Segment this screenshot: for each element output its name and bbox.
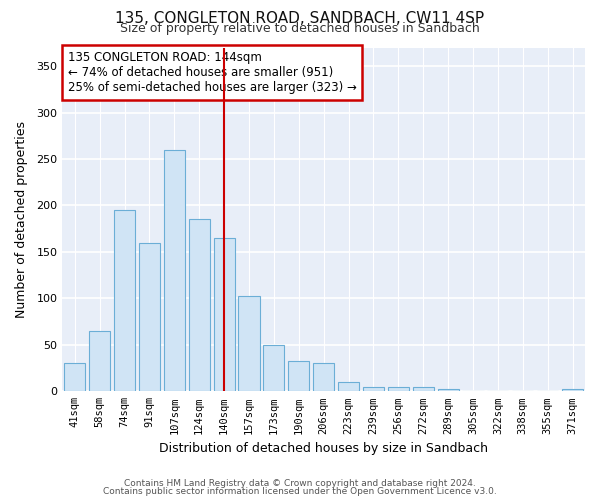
Text: Contains HM Land Registry data © Crown copyright and database right 2024.: Contains HM Land Registry data © Crown c…	[124, 478, 476, 488]
X-axis label: Distribution of detached houses by size in Sandbach: Distribution of detached houses by size …	[159, 442, 488, 455]
Text: 135 CONGLETON ROAD: 144sqm
← 74% of detached houses are smaller (951)
25% of sem: 135 CONGLETON ROAD: 144sqm ← 74% of deta…	[68, 51, 356, 94]
Bar	[363, 386, 384, 392]
Bar	[188, 220, 210, 392]
Bar	[139, 242, 160, 392]
Bar	[164, 150, 185, 392]
Bar	[437, 388, 458, 392]
Bar	[413, 386, 434, 392]
Bar	[214, 238, 235, 392]
Y-axis label: Number of detached properties: Number of detached properties	[15, 121, 28, 318]
Bar	[89, 331, 110, 392]
Bar	[388, 386, 409, 392]
Bar	[313, 364, 334, 392]
Text: Size of property relative to detached houses in Sandbach: Size of property relative to detached ho…	[120, 22, 480, 35]
Bar	[238, 296, 260, 392]
Bar	[64, 364, 85, 392]
Bar	[338, 382, 359, 392]
Bar	[114, 210, 135, 392]
Bar	[562, 388, 583, 392]
Text: 135, CONGLETON ROAD, SANDBACH, CW11 4SP: 135, CONGLETON ROAD, SANDBACH, CW11 4SP	[115, 11, 485, 26]
Text: Contains public sector information licensed under the Open Government Licence v3: Contains public sector information licen…	[103, 487, 497, 496]
Bar	[263, 345, 284, 392]
Bar	[288, 360, 310, 392]
